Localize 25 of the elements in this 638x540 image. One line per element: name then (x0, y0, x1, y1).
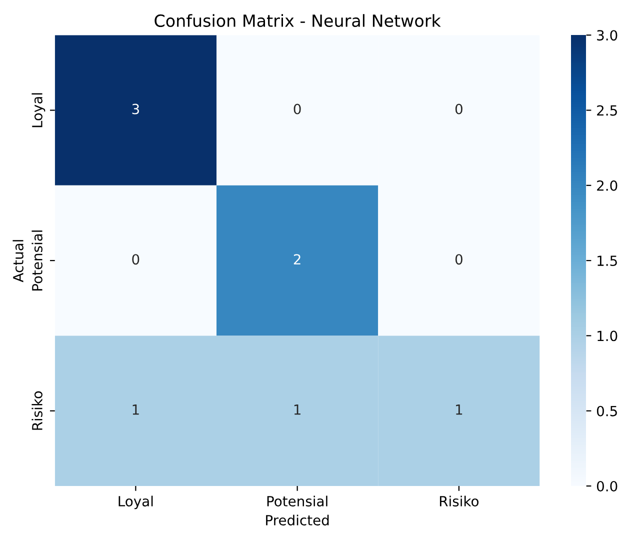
x-tick-label: Potensial (267, 496, 328, 506)
data-label: 0 (294, 104, 301, 114)
color-bar-label: 3.0 (597, 30, 618, 41)
color-bar-label: 1.0 (598, 330, 618, 342)
data-label: 3 (132, 104, 139, 114)
color-bar-label: 1.5 (598, 256, 617, 266)
x-tick-label: Risiko (440, 496, 478, 506)
y-tick-label: Potensial (32, 230, 42, 290)
y-axis-title: Actual (12, 240, 24, 282)
x-axis-title: Predicted (266, 514, 329, 526)
color-bar-label: 2.5 (597, 105, 617, 116)
data-label: 0 (455, 254, 462, 265)
y-tick-label: Loyal (32, 93, 46, 128)
data-label: 1 (294, 404, 300, 415)
color-bar-label: 0.5 (596, 406, 617, 416)
y-tick-label: Risiko (32, 391, 42, 430)
x-tick-label: Loyal (118, 496, 153, 510)
data-label: 1 (456, 404, 462, 415)
color-bar-label: 2.0 (597, 180, 618, 191)
data-label: 2 (294, 254, 300, 264)
data-label: 1 (132, 404, 139, 415)
data-label: 0 (132, 254, 140, 265)
data-label: 0 (455, 104, 462, 114)
color-bar-label: 0.0 (596, 480, 618, 492)
chart-title: Confusion Matrix - Neural Network (154, 14, 441, 28)
